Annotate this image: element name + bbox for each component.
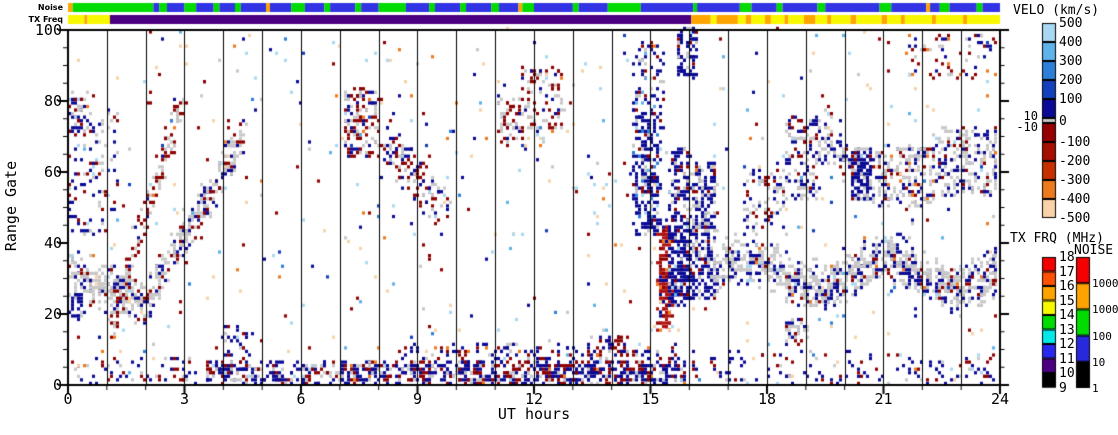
x-tick-label: 15 [641,390,660,408]
y-tick-label: 20 [43,305,62,323]
velo-legend-title: VELO (km/s) [1013,3,1100,18]
txfrq-tick-label: 18 [1059,250,1075,265]
velo-tick-label: 300 [1059,54,1083,69]
velo-tick-label: 0 [1059,113,1067,129]
txfrq-tick-label: 17 [1059,264,1075,280]
x-tick-label: 9 [412,390,422,408]
y-axis-title: Range Gate [2,160,20,252]
velo-tick-label: 500 [1059,16,1083,31]
y-tick-label: 80 [43,92,62,110]
txfrq-tick-label: 13 [1059,322,1075,338]
txfrq-tick-label: 9 [1059,380,1067,396]
velo-tick-label: -300 [1059,173,1091,188]
velo-side-label: -10 [1016,120,1038,134]
velo-tick-label: -100 [1059,135,1091,150]
velo-tick-label: 400 [1059,35,1083,50]
txfrq-tick-label: 10 [1059,366,1075,381]
noise-strip-label: Noise [37,3,63,12]
txfrq-tick-label: 15 [1059,293,1075,309]
txfrq-legend-title: TX FRQ (MHz) [1010,231,1104,246]
noise-tick-label: 10 [1092,355,1106,369]
x-tick-label: 0 [63,390,73,408]
noise-tick-label: 10000 [1092,277,1118,291]
x-tick-label: 3 [179,390,189,408]
y-tick-label: 100 [34,21,62,39]
txfreq-strip-label: TX Freq [28,15,63,24]
y-tick-label: 60 [43,163,62,181]
velo-tick-label: 100 [1059,92,1083,107]
x-tick-label: 18 [757,390,777,408]
noise-legend-title: NOISE [1074,243,1114,258]
velo-side-label: 10 [1023,108,1038,123]
txfrq-tick-label: 12 [1059,337,1075,352]
x-tick-label: 21 [874,390,893,408]
velo-tick-label: -200 [1059,154,1091,169]
x-tick-label: 6 [296,390,306,408]
noise-tick-label: 1000 [1092,303,1118,317]
velo-tick-label: -500 [1059,211,1091,226]
y-tick-label: 0 [52,376,62,394]
velo-tick-label: -400 [1059,192,1091,207]
x-tick-label: 24 [990,390,1010,408]
y-tick-label: 40 [43,234,62,252]
txfrq-tick-label: 16 [1059,279,1075,294]
x-tick-label: 12 [524,390,544,408]
velo-tick-label: 200 [1059,73,1083,88]
txfrq-tick-label: 14 [1059,308,1075,323]
txfrq-tick-label: 11 [1059,351,1075,367]
noise-tick-label: 1 [1092,382,1099,395]
x-axis-title: UT hours [497,405,571,423]
noise-tick-label: 100 [1092,329,1112,343]
